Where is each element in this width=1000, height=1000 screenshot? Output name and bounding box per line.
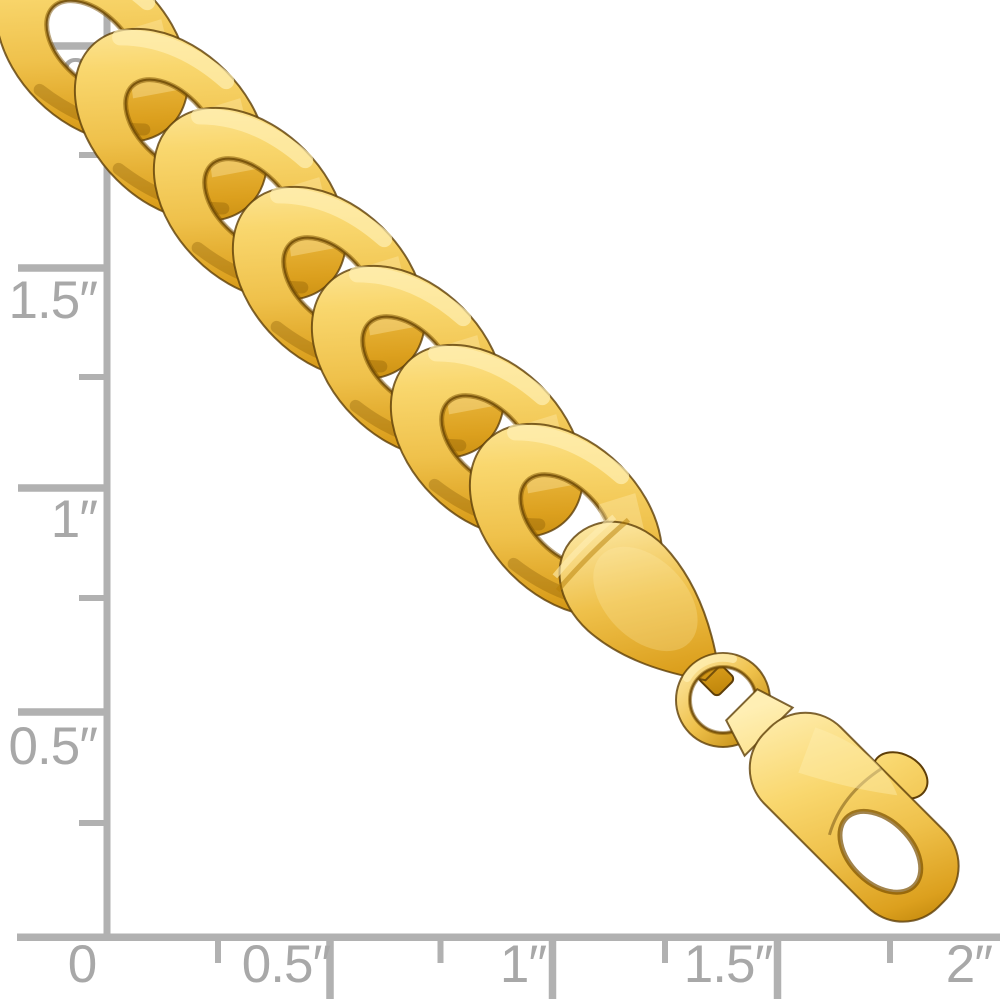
ruler-vertical-ticks <box>18 42 104 826</box>
tick-major <box>18 484 104 492</box>
ruler-horizontal-ticks <box>215 941 893 999</box>
tick-minor <box>887 941 893 963</box>
lobster-clasp <box>724 687 960 923</box>
ruler-label-1-5in: 1.5″ <box>9 271 98 330</box>
tick-minor <box>79 374 104 380</box>
ruler-vertical-line <box>103 0 111 941</box>
ruler-vertical-labels: 2″ 1.5″ 1″ 0.5″ <box>9 48 109 776</box>
clasp-seam <box>828 767 883 836</box>
tick-major <box>773 941 782 999</box>
tag-fold-shadow <box>555 517 631 593</box>
tick-major <box>326 941 334 999</box>
ruler-label-1-5in: 1.5″ <box>684 935 773 994</box>
tick-minor <box>437 941 444 963</box>
tick-major <box>548 941 557 999</box>
clasp-hinge-collar <box>724 687 795 758</box>
tag-fold-highlight <box>552 514 617 579</box>
ruler-label-2in: 2″ <box>946 935 992 994</box>
ruler-horizontal-line <box>17 933 1000 941</box>
tag-body <box>558 520 720 682</box>
tick-major <box>18 708 104 716</box>
ruler-horizontal-labels: 0 0.5″ 1″ 1.5″ 2″ <box>68 935 993 994</box>
ruler-label-0: 0 <box>68 935 96 994</box>
ruler-label-0-5in: 0.5″ <box>242 935 331 994</box>
tick-major <box>18 264 104 272</box>
ruler-label-1in: 1″ <box>500 935 546 994</box>
tick-minor <box>79 152 104 158</box>
ruler: 2″ 1.5″ 1″ 0.5″ 0 0.5″ 1″ 1.5″ 2″ <box>9 0 1000 999</box>
clasp-shine <box>798 727 898 796</box>
clasp-hook-hole <box>837 808 924 895</box>
ruler-label-1in: 1″ <box>51 490 97 549</box>
clasp-tag <box>552 514 735 697</box>
tick-minor <box>215 941 221 963</box>
tick-minor <box>79 595 104 601</box>
tick-minor <box>662 941 668 963</box>
bracelet <box>0 0 960 923</box>
tick-major <box>18 42 104 50</box>
tick-minor <box>79 820 104 826</box>
tag-shine <box>593 546 698 652</box>
ruler-label-0-5in: 0.5″ <box>9 717 98 776</box>
